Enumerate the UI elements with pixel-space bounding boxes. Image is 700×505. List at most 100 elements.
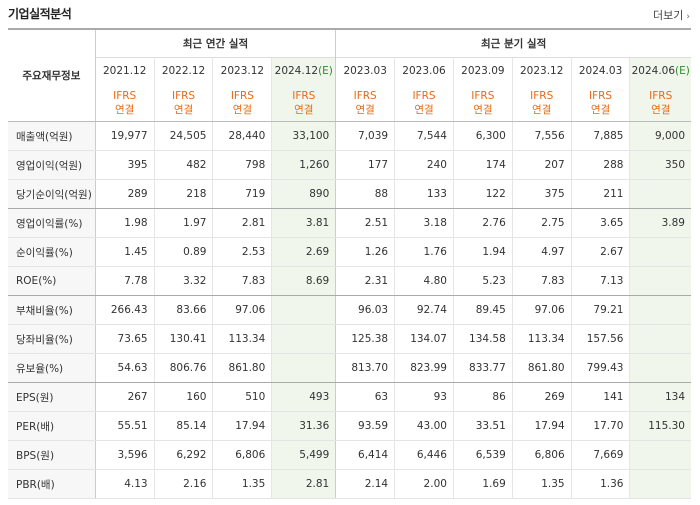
table-cell (629, 469, 691, 499)
period-header: 2023.06 (394, 57, 454, 84)
table-row: 영업이익률(%) 1.98 1.97 2.81 3.81 2.51 3.18 2.76 2.75… (8, 208, 691, 238)
period-header: 2023.12 (511, 57, 572, 84)
table-cell (629, 295, 691, 325)
table-cell: 2.00 (394, 469, 454, 499)
table-cell: 115.30 (629, 411, 691, 441)
basis-scope: 연결 (355, 103, 375, 116)
table-cell (629, 440, 691, 470)
period-header: 2023.12 (212, 57, 272, 84)
financial-summary-table: 주요재무정보 최근 연간 실적 최근 분기 실적 2021.12 2022.12 2… (8, 28, 691, 499)
table-cell: 2.75 (511, 208, 572, 238)
table-cell: 5,499 (271, 440, 336, 470)
table-cell: 240 (394, 150, 454, 180)
basis-scope: 연결 (173, 103, 194, 116)
basis-scope: 연결 (414, 103, 434, 116)
table-cell: 3.18 (394, 208, 454, 238)
table-cell: 6,292 (153, 440, 213, 470)
table-cell: 806.76 (153, 353, 213, 383)
basis-scope: 연결 (590, 103, 611, 116)
table-cell: 33,100 (271, 121, 336, 151)
basis-standard: IFRS (171, 89, 196, 102)
table-cell: 6,446 (394, 440, 454, 470)
period-label: 2023.12 (220, 65, 265, 77)
metric-label: 당기순이익(억원) (8, 179, 96, 209)
table-cell (271, 353, 336, 383)
table-cell (629, 266, 691, 296)
table-cell: 7.78 (94, 266, 155, 296)
table-cell: 266.43 (94, 295, 155, 325)
period-label: 2024.06 (631, 65, 676, 77)
period-header: 2024.03 (570, 57, 630, 84)
more-link[interactable]: 더보기 › (653, 7, 690, 23)
table-cell: 63 (335, 382, 395, 412)
basis-standard: IFRS (588, 89, 613, 102)
table-cell (271, 295, 336, 325)
table-cell: 1.98 (94, 208, 155, 238)
table-cell: 2.53 (212, 237, 272, 267)
period-label: 2023.09 (461, 65, 505, 77)
period-label: 2021.12 (102, 65, 147, 77)
period-header: 2022.12 (153, 57, 213, 84)
table-cell (629, 324, 691, 354)
metric-label: ROE(%) (8, 266, 96, 296)
table-cell: 133 (394, 179, 454, 209)
table-cell: 7,556 (511, 121, 572, 151)
table-cell: 17.94 (511, 411, 572, 441)
table-cell: 141 (570, 382, 630, 412)
basis-header: IFRS 연결 (629, 84, 691, 122)
table-cell: 28,440 (212, 121, 272, 151)
table-cell: 17.70 (570, 411, 630, 441)
period-header: 2024.12(E) (271, 57, 336, 84)
table-cell: 7,669 (570, 440, 630, 470)
table-cell: 2.81 (271, 469, 336, 499)
table-cell: 134 (629, 382, 691, 412)
table-cell: 73.65 (94, 324, 155, 354)
table-cell: 1.94 (452, 237, 513, 267)
table-cell: 4.13 (94, 469, 155, 499)
table-cell (629, 179, 691, 209)
table-cell: 2.76 (452, 208, 513, 238)
table-cell: 2.69 (271, 237, 336, 267)
table-cell: 55.51 (94, 411, 155, 441)
basis-scope: 연결 (651, 103, 671, 116)
table-cell: 174 (452, 150, 513, 180)
table-cell: 1.35 (511, 469, 572, 499)
table-cell: 813.70 (335, 353, 395, 383)
table-cell: 288 (570, 150, 630, 180)
table-cell: 113.34 (511, 324, 572, 354)
table-cell: 9,000 (629, 121, 691, 151)
table-cell: 89.45 (452, 295, 513, 325)
period-header: 2021.12 (94, 57, 155, 84)
table-cell: 510 (212, 382, 272, 412)
period-header: 2023.09 (452, 57, 513, 84)
table-cell: 1.36 (570, 469, 630, 499)
more-label: 더보기 (653, 9, 684, 22)
period-header: 2024.06(E) (629, 57, 691, 84)
table-row: 영업이익(억원) 395 482 798 1,260 177 240 174 207 288 350 (8, 150, 691, 180)
basis-scope: 연결 (115, 103, 135, 116)
basis-header: IFRS 연결 (570, 84, 630, 122)
table-cell: 3,596 (94, 440, 155, 470)
table-cell: 93 (394, 382, 454, 412)
table-row: 유보율(%) 54.63 806.76 861.80 813.70 823.99 833.7… (8, 353, 691, 383)
table-cell: 54.63 (94, 353, 155, 383)
table-cell: 1.97 (153, 208, 213, 238)
table-cell: 719 (212, 179, 272, 209)
table-cell: 125.38 (335, 324, 395, 354)
table-cell: 267 (94, 382, 155, 412)
table-cell: 861.80 (212, 353, 272, 383)
table-cell: 207 (511, 150, 572, 180)
table-cell: 43.00 (394, 411, 454, 441)
metric-label: 순이익률(%) (8, 237, 96, 267)
table-row: 매출액(억원) 19,977 24,505 28,440 33,100 7,039 7,54… (8, 121, 691, 151)
table-cell: 798 (212, 150, 272, 180)
table-cell: 3.81 (271, 208, 336, 238)
basis-header: IFRS 연결 (271, 84, 336, 122)
table-cell: 350 (629, 150, 691, 180)
table-cell: 799.43 (570, 353, 630, 383)
table-cell: 2.16 (153, 469, 213, 499)
basis-standard: IFRS (292, 89, 316, 102)
metric-label: PER(배) (8, 411, 96, 441)
table-cell: 7,039 (335, 121, 395, 151)
basis-scope: 연결 (294, 103, 314, 116)
